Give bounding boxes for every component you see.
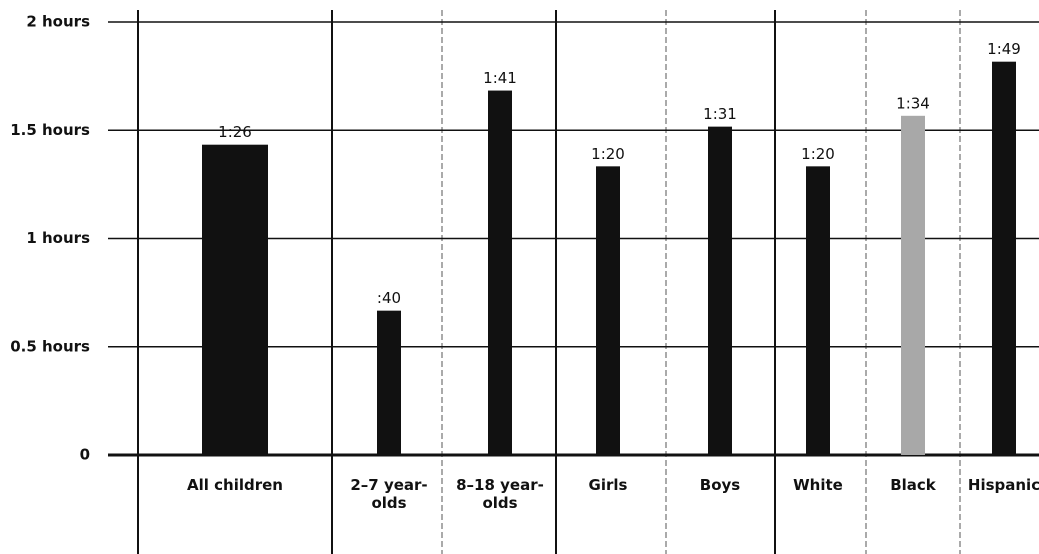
bar: [901, 115, 925, 455]
x-tick-label: White: [793, 476, 843, 494]
bar: [708, 126, 732, 455]
x-tick-label: Boys: [699, 476, 741, 494]
y-tick-label: 2 hours: [26, 13, 90, 31]
bar: [488, 90, 512, 455]
y-tick-label: 0: [80, 446, 90, 464]
value-label: 1:26: [218, 123, 252, 141]
value-label: 1:20: [591, 145, 625, 163]
value-label: 1:49: [987, 40, 1021, 58]
x-tick-label: 2–7 year-olds: [350, 476, 428, 512]
value-label: 1:31: [703, 105, 737, 123]
value-label: :40: [377, 289, 401, 307]
x-tick-label: Black: [890, 476, 936, 494]
value-label: 1:20: [801, 145, 835, 163]
bar: [596, 166, 620, 455]
y-tick-label: 1 hours: [26, 229, 90, 247]
x-tick-label: Girls: [588, 476, 628, 494]
x-tick-label: 8–18 year-olds: [456, 476, 544, 512]
bar: [992, 61, 1016, 455]
x-tick-label: All children: [187, 476, 283, 494]
bar: [202, 144, 268, 455]
y-tick-label: 0.5 hours: [10, 337, 90, 355]
value-label: 1:34: [896, 94, 930, 112]
value-label: 1:41: [483, 69, 517, 87]
bar: [377, 310, 401, 455]
x-tick-label: Hispanic: [967, 476, 1039, 494]
bar: [806, 166, 830, 455]
y-tick-label: 1.5 hours: [10, 121, 90, 139]
